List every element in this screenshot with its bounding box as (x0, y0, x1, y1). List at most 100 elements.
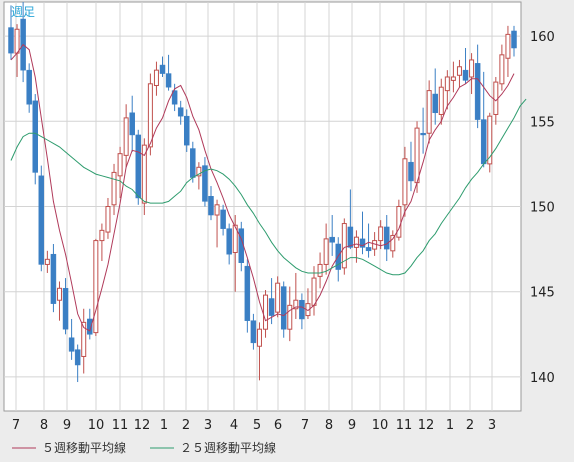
candle-body-down (359, 238, 366, 248)
candle-body-up (111, 171, 117, 206)
candle-body-down (420, 132, 426, 136)
y-tick-label: 160 (530, 30, 555, 45)
candle-body-up (263, 294, 269, 330)
candle-body-up (81, 321, 87, 357)
candle-body-up (311, 277, 317, 306)
candle-body-up (44, 258, 50, 265)
candle-body-down (135, 134, 142, 199)
candle-body-down (183, 115, 190, 146)
candle-body-up (99, 229, 105, 242)
candle-body-up (444, 76, 450, 92)
candle-body-down (68, 337, 75, 352)
x-tick-label: 2 (182, 418, 190, 433)
x-tick-label: 8 (40, 418, 48, 433)
x-tick-label: 7 (12, 418, 20, 433)
candle-body-down (250, 320, 257, 344)
candle-body-up (105, 206, 111, 233)
candle-body-down (8, 27, 14, 54)
x-tick-label: 10 (372, 418, 389, 433)
candle-body-up (214, 204, 220, 216)
legend-label: ５週移動平均線 (42, 440, 126, 455)
candle-body-down (280, 286, 287, 330)
candle-body-down (383, 226, 390, 250)
candle-body-up (14, 28, 20, 54)
candle-body-down (129, 112, 135, 136)
candle-body-up (123, 117, 129, 156)
x-tick-label: 3 (488, 418, 496, 433)
candle-body-down (226, 228, 232, 255)
candle-body-down (190, 148, 196, 178)
candle-body-up (469, 59, 475, 78)
candle-body-down (165, 73, 172, 88)
candle-body-up (499, 54, 505, 85)
x-tick-label: 11 (396, 418, 413, 433)
candle-body-up (141, 144, 147, 204)
candle-body-up (93, 240, 99, 334)
candle-body-down (474, 63, 481, 120)
candle-body-down (74, 349, 81, 366)
candle-body-up (147, 83, 153, 148)
candle-body-up (56, 287, 62, 301)
y-tick-label: 145 (530, 286, 555, 301)
candle-body-up (353, 236, 359, 248)
candle-body-up (487, 115, 493, 165)
ma5-line (10, 43, 515, 332)
legend-label: ２５週移動平均線 (180, 440, 276, 455)
candle-body-up (390, 234, 396, 252)
candle-body-up (450, 76, 456, 81)
candle-body-up (256, 328, 262, 347)
candle-body-down (62, 288, 69, 330)
x-tick-label: 7 (301, 418, 309, 433)
candle-body-down (177, 107, 184, 117)
candle-body-up (426, 90, 432, 134)
candle-body-down (432, 93, 438, 114)
candle-body-up (153, 69, 159, 87)
x-tick-label: 11 (112, 418, 129, 433)
candle-body-down (26, 69, 32, 105)
candle-body-down (462, 69, 469, 81)
candle-body-up (456, 66, 462, 76)
candle-body-up (414, 127, 420, 184)
x-tick-label: 9 (348, 418, 356, 433)
candle-body-up (396, 206, 402, 238)
x-tick-label: 1 (446, 418, 454, 433)
x-tick-label: 9 (63, 418, 71, 433)
x-tick-label: 12 (418, 418, 435, 433)
candle-body-up (438, 86, 444, 115)
candle-body-down (220, 209, 226, 229)
y-tick-label: 155 (530, 115, 555, 130)
candle-body-down (159, 64, 166, 74)
y-tick-label: 140 (530, 371, 555, 386)
candle-body-down (329, 236, 335, 243)
x-tick-label: 2 (466, 418, 474, 433)
candle-body-down (347, 226, 354, 248)
candle-body-down (244, 265, 251, 321)
candle-body-down (202, 165, 208, 202)
candle-body-up (293, 299, 299, 310)
candle-body-down (87, 318, 93, 335)
x-tick-label: 12 (134, 418, 151, 433)
ma25-line (10, 98, 527, 276)
candle-body-down (38, 175, 45, 265)
x-tick-label: 3 (204, 418, 212, 433)
x-tick-label: 8 (325, 418, 333, 433)
candle-body-up (323, 238, 329, 265)
candle-body-down (268, 298, 275, 316)
candle-body-up (287, 304, 293, 330)
x-tick-label: 4 (230, 418, 238, 433)
candle-body-up (117, 153, 123, 177)
candle-body-down (50, 253, 57, 304)
candle-body-up (341, 223, 347, 269)
x-tick-label: 1 (160, 418, 168, 433)
candle-body-up (232, 224, 238, 254)
x-tick-label: 6 (274, 418, 282, 433)
candle-body-down (208, 196, 214, 216)
candle-body-up (378, 226, 384, 242)
x-tick-label: 10 (88, 418, 105, 433)
candle-body-up (505, 33, 511, 59)
y-tick-label: 150 (530, 201, 555, 216)
candle-body-down (511, 30, 517, 49)
x-tick-label: 5 (253, 418, 261, 433)
